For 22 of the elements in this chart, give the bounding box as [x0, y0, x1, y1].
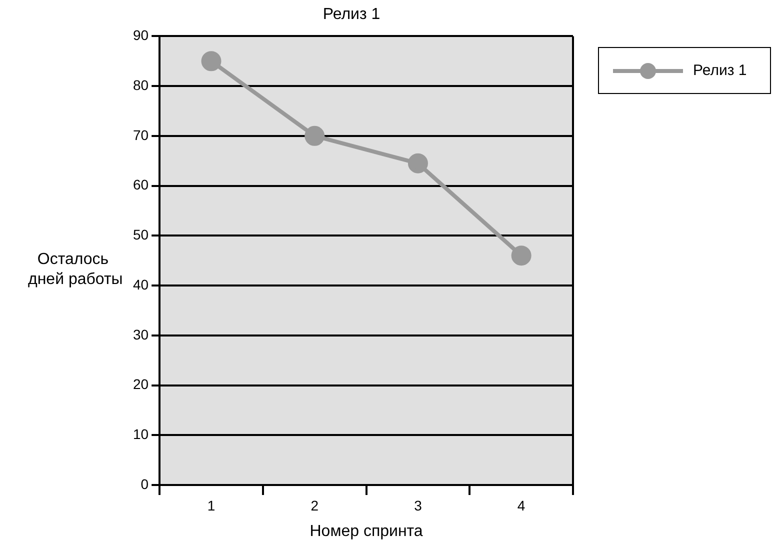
y-tick-label: 80	[132, 76, 149, 93]
y-tick-label: 40	[132, 276, 149, 292]
y-tick-label: 70	[132, 126, 149, 143]
chart-title: Релиз 1	[322, 6, 380, 24]
x-tick-label: 4	[517, 497, 526, 514]
point	[304, 126, 325, 146]
y-axis-title: Осталось дней работы	[28, 250, 123, 290]
y-tick-label: 30	[132, 326, 149, 342]
point	[408, 153, 428, 174]
x-tick-label: 1	[207, 497, 216, 514]
x-tick-label: 3	[414, 497, 422, 514]
y-tick-label: 0	[140, 476, 149, 492]
y-tick-label: 20	[132, 376, 149, 392]
y-tick-label: 90	[132, 27, 149, 44]
point	[201, 51, 222, 72]
y-tick-label: 10	[132, 426, 149, 442]
x-tick-label: 2	[310, 497, 319, 514]
y-tick-label: 50	[132, 226, 149, 243]
x-axis-title: Номер спринта	[310, 522, 423, 540]
legend-label: Релиз 1	[693, 62, 747, 79]
point	[511, 246, 532, 266]
y-tick-label: 60	[132, 176, 149, 193]
